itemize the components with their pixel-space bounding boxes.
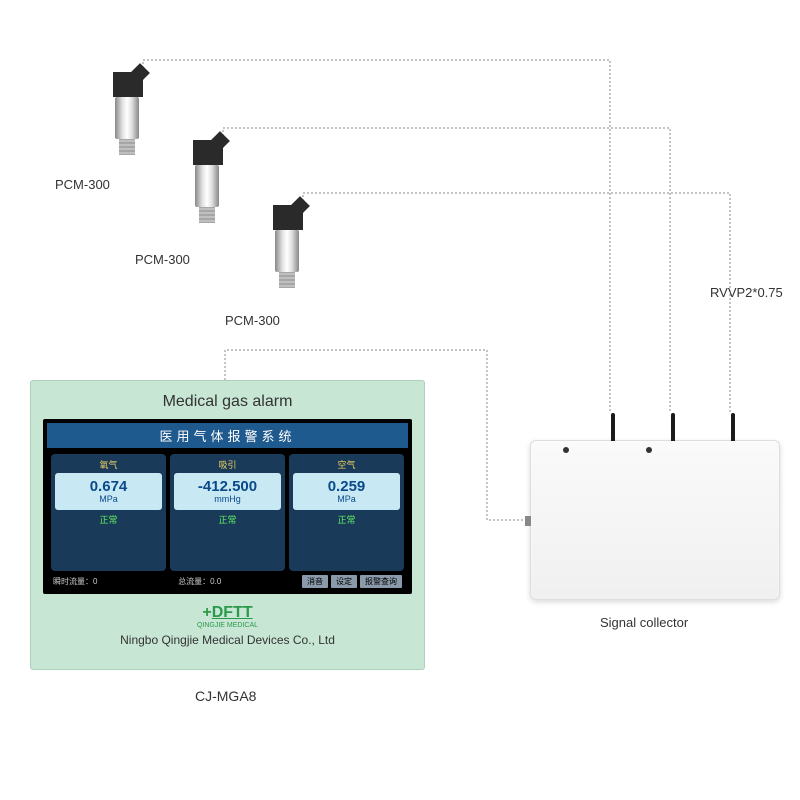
collector-antenna: [731, 413, 735, 441]
sensor-thread: [119, 139, 135, 155]
gauge-value: 0.674: [57, 479, 160, 494]
footer-flow-instant: 瞬时流量：0: [53, 576, 97, 587]
collector-port: [525, 516, 531, 526]
footer-flow-total: 总流量：0.0: [178, 576, 221, 587]
gauge: 氧气 0.674 MPa 正常: [51, 454, 166, 571]
gauge-display: -412.500 mmHg: [174, 473, 281, 510]
gauge-value: 0.259: [295, 479, 398, 494]
sensor-label: PCM-300: [55, 177, 110, 192]
screen-button[interactable]: 消音: [302, 575, 328, 588]
logo-subtitle: QINGJIE MEDICAL: [43, 622, 412, 629]
alarm-panel: Medical gas alarm 医用气体报警系统 氧气 0.674 MPa …: [30, 380, 425, 670]
collector-antenna: [671, 413, 675, 441]
screen-header: 医用气体报警系统: [47, 423, 408, 448]
sensor-connector: [193, 140, 223, 165]
gauge: 空气 0.259 MPa 正常: [289, 454, 404, 571]
gauge-unit: MPa: [295, 494, 398, 504]
gauge-status: 正常: [99, 513, 117, 526]
collector-antenna: [611, 413, 615, 441]
signal-collector-box: [530, 440, 780, 600]
gauge-display: 0.674 MPa: [55, 473, 162, 510]
collector-indicator: [563, 447, 569, 453]
gauge-gas-name: 空气: [337, 458, 355, 471]
gauge-unit: mmHg: [176, 494, 279, 504]
gauge-gas-name: 氧气: [99, 458, 117, 471]
alarm-logo: +DFTT QINGJIE MEDICAL: [43, 604, 412, 629]
sensor-label: PCM-300: [225, 313, 280, 328]
gauge-gas-name: 吸引: [218, 458, 236, 471]
gauge-display: 0.259 MPa: [293, 473, 400, 510]
sensor-body: [195, 165, 219, 207]
cable-label: RVVP2*0.75: [710, 285, 783, 300]
gauge-status: 正常: [337, 513, 355, 526]
logo-plus: +: [202, 604, 211, 621]
sensor-connector: [113, 72, 143, 97]
screen-button[interactable]: 设定: [331, 575, 357, 588]
panel-model-label: CJ-MGA8: [195, 688, 256, 704]
sensor-thread: [279, 272, 295, 288]
logo-text: DFTT: [212, 604, 253, 621]
sensor-body: [115, 97, 139, 139]
gauge-status: 正常: [218, 513, 236, 526]
signal-collector-label: Signal collector: [600, 615, 688, 630]
screen-footer: 瞬时流量：0 总流量：0.0 消音设定报警查询: [47, 571, 408, 590]
alarm-screen: 医用气体报警系统 氧气 0.674 MPa 正常 吸引 -412.500 mmH…: [43, 419, 412, 594]
pressure-sensor: [105, 72, 145, 157]
gauge-value: -412.500: [176, 479, 279, 494]
sensor-body: [275, 230, 299, 272]
sensor-thread: [199, 207, 215, 223]
pressure-sensor: [265, 205, 305, 290]
company-name: Ningbo Qingjie Medical Devices Co., Ltd: [43, 633, 412, 647]
gauge-row: 氧气 0.674 MPa 正常 吸引 -412.500 mmHg 正常 空气 0…: [47, 454, 408, 571]
gauge: 吸引 -412.500 mmHg 正常: [170, 454, 285, 571]
sensor-connector: [273, 205, 303, 230]
alarm-title: Medical gas alarm: [43, 393, 412, 411]
gauge-unit: MPa: [57, 494, 160, 504]
screen-button[interactable]: 报警查询: [360, 575, 402, 588]
sensor-label: PCM-300: [135, 252, 190, 267]
collector-indicator: [646, 447, 652, 453]
footer-buttons: 消音设定报警查询: [302, 575, 402, 588]
pressure-sensor: [185, 140, 225, 225]
